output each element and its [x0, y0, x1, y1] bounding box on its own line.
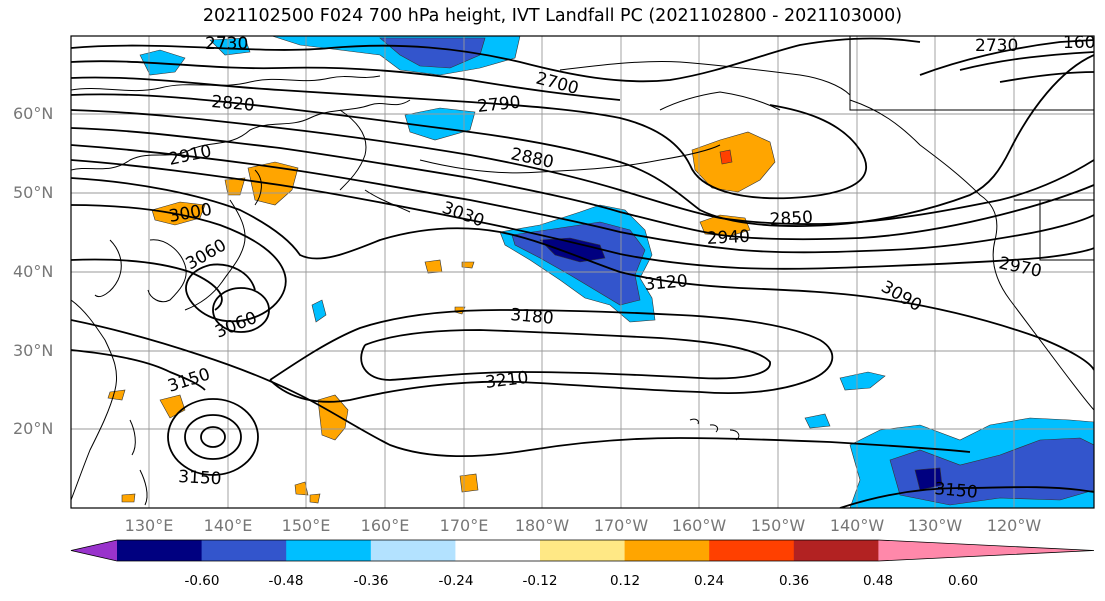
contour-label: 160	[1063, 33, 1095, 53]
contour-label: 3150	[178, 467, 222, 489]
ivt-positive-region	[121, 493, 136, 503]
ivt-negative-region	[311, 299, 327, 323]
figure-title: 2021102500 F024 700 hPa height, IVT Land…	[202, 6, 903, 26]
contour-label: 2730	[975, 36, 1018, 56]
colorbar-tick-label: 0.48	[862, 573, 894, 589]
colorbar-tick-label: -0.48	[268, 573, 304, 589]
ivt-positive-region	[424, 259, 443, 274]
colorbar-segment	[370, 540, 456, 561]
lon-label: 130°W	[907, 516, 963, 535]
colorbar-tick-label: -0.36	[353, 573, 389, 589]
contour-label: 2820	[211, 92, 256, 116]
lon-label: 140°E	[203, 516, 253, 535]
colorbar	[70, 539, 1095, 562]
ivt-positive-region	[691, 131, 776, 193]
ivt-negative-region	[839, 371, 886, 391]
lat-label-50n: 50°N	[13, 183, 54, 202]
contour-label: 3180	[510, 305, 555, 329]
colorbar-extend-max	[878, 540, 1094, 561]
lat-label-40n: 40°N	[13, 262, 54, 281]
colorbar-segment	[286, 540, 372, 561]
lon-label: 130°E	[124, 516, 174, 535]
ivt-positive-region	[459, 473, 479, 493]
colorbar-segment	[624, 540, 710, 561]
contour-label: 2850	[769, 208, 813, 230]
ivt-negative-region	[804, 413, 831, 429]
colorbar-tick-label: -0.12	[522, 573, 558, 589]
colorbar-tick-label: 0.24	[693, 573, 725, 589]
ivt-positive-region	[107, 389, 126, 401]
lon-label: 150°E	[281, 516, 331, 535]
lon-label: 160°W	[671, 516, 727, 535]
contour-label: 2730	[205, 34, 248, 54]
colorbar-extend-min	[71, 540, 117, 561]
colorbar-segment	[709, 540, 795, 561]
lon-label: 120°W	[986, 516, 1042, 535]
ivt-positive-region	[461, 261, 475, 269]
height-contours	[71, 37, 1094, 508]
colorbar-tick-label: 0.12	[609, 573, 641, 589]
contour-label: 2790	[476, 93, 521, 117]
lat-label-60n: 60°N	[13, 104, 54, 123]
ivt-positive-region	[294, 481, 309, 496]
colorbar-outline	[70, 539, 1095, 562]
ivt-negative-region	[404, 107, 476, 141]
lon-label: 140°W	[829, 516, 885, 535]
colorbar-tick-label: -0.60	[184, 573, 220, 589]
contour-label: 3150	[934, 479, 979, 503]
lon-label: 160°E	[360, 516, 410, 535]
lon-label: 170°W	[593, 516, 649, 535]
colorbar-segment	[455, 540, 541, 561]
colorbar-tick-label: 0.60	[947, 573, 979, 589]
colorbar-segment	[540, 540, 626, 561]
ivt-positive-region-core	[719, 149, 733, 165]
lon-label: 150°W	[750, 516, 806, 535]
colorbar-tick-label: 0.36	[778, 573, 810, 589]
ivt-negative-region	[209, 37, 251, 56]
lon-label: 170°E	[439, 516, 489, 535]
colorbar-tick-label: -0.24	[438, 573, 474, 589]
ivt-positive-region	[309, 493, 321, 504]
colorbar-segment	[793, 540, 879, 561]
lat-label-30n: 30°N	[13, 341, 54, 360]
contour-label: 2940	[706, 227, 750, 249]
ivt-negative-region-core	[539, 237, 606, 263]
lon-label: 180°W	[514, 516, 570, 535]
colorbar-segment	[201, 540, 287, 561]
contour-label: 3120	[644, 271, 689, 295]
map-frame	[70, 35, 1095, 509]
colorbar-segment	[117, 540, 203, 561]
lat-label-20n: 20°N	[13, 419, 54, 438]
